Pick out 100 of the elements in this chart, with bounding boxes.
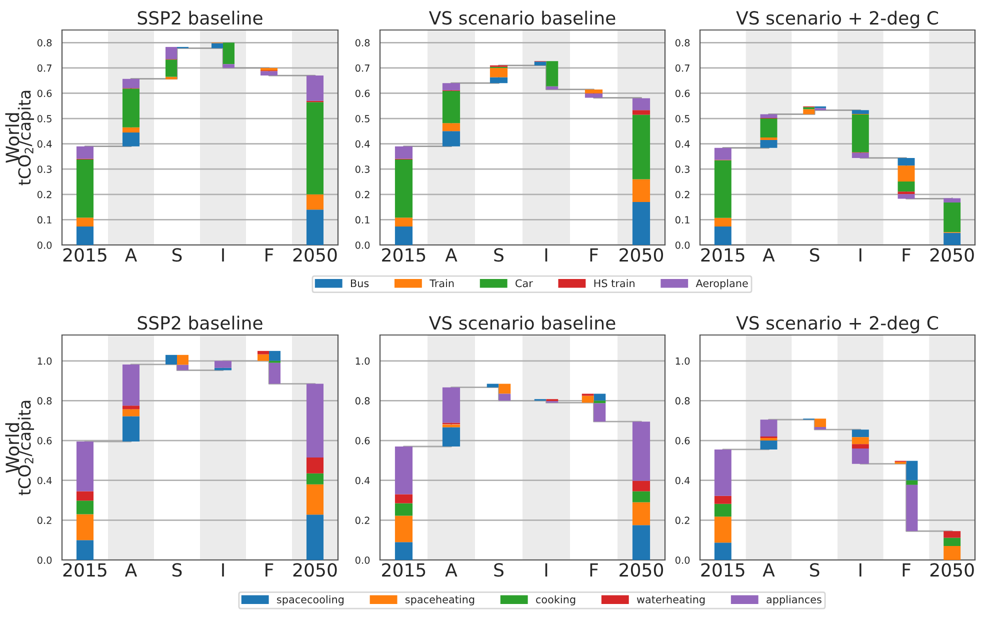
y-tick-label: 0.1 [355, 216, 370, 224]
chart-title: SSP2 baseline [138, 316, 262, 330]
chart-title: VS scenario + 2-deg C [736, 316, 938, 334]
x-tick-label: F [590, 248, 598, 262]
x-tick-label: S [494, 248, 504, 262]
y-tick-label: 0.2 [355, 516, 370, 524]
y-tick-label: 0.8 [355, 39, 370, 46]
x-tick-label: 2015 [382, 248, 426, 262]
y-tick-label: 0.7 [355, 64, 370, 72]
legend-label: appliances [766, 595, 822, 606]
y-tick-label: 0.7 [37, 64, 52, 72]
text: World [5, 113, 20, 163]
y-tick-label: 0.6 [37, 90, 52, 98]
y-tick-label: 1.0 [356, 357, 370, 365]
legend-label: Train [430, 279, 454, 288]
x-tick-label: F [590, 563, 598, 576]
y-tick-label: 1.0 [38, 357, 52, 365]
y-tick-label: 0.1 [675, 216, 690, 224]
y-tick-label: 0.5 [37, 115, 52, 122]
y-tick-label: 0.0 [355, 241, 370, 249]
y-tick-label: 0.2 [37, 516, 52, 524]
x-tick-label: I [860, 563, 862, 576]
legend-label: Aeroplane [696, 279, 748, 290]
y-tick-label: 0.0 [355, 556, 370, 564]
y-tick-label: 0.8 [37, 397, 52, 405]
x-tick-label: F [266, 563, 274, 576]
x-tick-label: 2050 [293, 248, 337, 262]
legend-label: spacecooling [277, 595, 344, 606]
y-tick-label: 0.4 [355, 476, 370, 484]
x-tick-label: S [810, 248, 820, 262]
y-tick-label: 0.0 [675, 241, 690, 249]
y-tick-label: 0.4 [675, 140, 690, 148]
chart-title: SSP2 baseline [138, 10, 262, 25]
y-tick-label: 0.5 [355, 115, 370, 122]
y-tick-label: 0.6 [355, 90, 370, 98]
x-tick-label: I [222, 248, 224, 262]
y-tick-label: 0.5 [675, 115, 690, 122]
x-tick-label: 2015 [701, 563, 744, 577]
x-tick-label: A [124, 563, 138, 576]
y-tick-label: 0.8 [37, 39, 52, 46]
x-tick-label: S [810, 563, 820, 577]
x-tick-label: A [762, 248, 775, 262]
x-tick-label: F [266, 248, 274, 262]
y-tick-label: 0.6 [675, 90, 690, 98]
x-tick-label: 2050 [620, 563, 664, 577]
y-tick-label: 0.8 [355, 397, 370, 405]
y-tick-label: 0.1 [37, 216, 52, 224]
chart-title: VS scenario baseline [428, 316, 616, 330]
legend-label: waterheating [636, 595, 705, 606]
x-tick-label: A [124, 248, 138, 262]
x-tick-label: F [902, 248, 910, 262]
y-axis-title: tCO$_{2}$/capita [18, 400, 34, 496]
y-tick-label: 0.2 [675, 516, 690, 524]
x-tick-label: A [445, 248, 458, 262]
y-tick-label: 0.6 [675, 437, 690, 444]
y-axis-title: tCO$_{2}$/capita [18, 90, 34, 186]
legend-label: Bus [350, 279, 369, 288]
chart-title: VS scenario + 2-deg C [736, 10, 938, 28]
y-tick-label: 0.8 [675, 397, 690, 405]
y-tick-label: 0.6 [37, 437, 52, 444]
y-tick-label: 0.3 [37, 166, 52, 173]
x-tick-label: I [860, 248, 862, 262]
y-tick-label: 0.7 [675, 64, 690, 72]
x-tick-label: A [445, 563, 458, 576]
y-tick-label: 0.4 [37, 476, 52, 484]
x-tick-label: 2050 [930, 248, 974, 262]
y-tick-label: 0.6 [355, 437, 370, 444]
x-tick-label: 2050 [620, 248, 664, 262]
x-tick-label: S [172, 563, 182, 577]
y-tick-label: 0.2 [355, 190, 370, 198]
x-tick-label: 2015 [701, 248, 744, 262]
x-tick-label: A [762, 563, 775, 576]
text: World [5, 423, 20, 473]
y-tick-label: 0.4 [37, 140, 52, 148]
y-tick-label: 0.2 [675, 190, 690, 198]
legend-label: Car [516, 279, 533, 288]
x-tick-label: 2050 [293, 563, 337, 577]
x-tick-label: I [545, 563, 548, 576]
legend-label: spaceheating [405, 595, 474, 606]
x-tick-label: S [172, 248, 182, 262]
x-tick-label: F [902, 563, 910, 576]
x-tick-label: I [545, 248, 548, 262]
y-tick-label: 0.4 [675, 476, 690, 484]
y-tick-label: 0.0 [675, 556, 690, 564]
x-tick-label: 2015 [63, 248, 106, 262]
y-tick-label: 0.0 [37, 556, 52, 564]
y-tick-label: 0.3 [675, 166, 690, 173]
y-tick-label: 0.0 [37, 241, 52, 249]
y-tick-label: 0.4 [355, 140, 370, 148]
legend-label: HS train [594, 279, 634, 288]
y-tick-label: 0.8 [675, 39, 690, 46]
chart-title: VS scenario baseline [428, 10, 616, 25]
legend-label: cooking [536, 595, 576, 606]
x-tick-label: S [494, 563, 504, 577]
y-tick-label: 1.0 [676, 357, 690, 365]
x-tick-label: 2050 [930, 563, 974, 577]
x-tick-label: I [222, 563, 224, 576]
y-tick-label: 0.2 [37, 190, 52, 198]
x-tick-label: 2015 [382, 563, 426, 577]
y-tick-label: 0.3 [355, 166, 370, 173]
